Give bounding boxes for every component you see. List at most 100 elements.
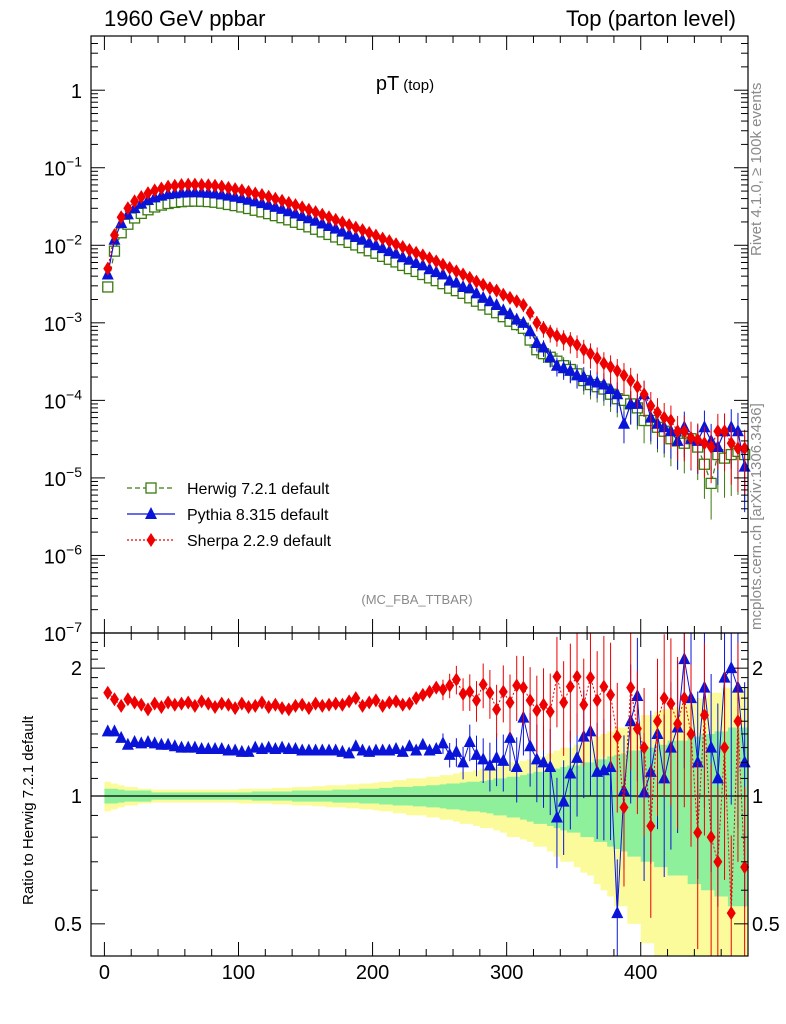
sherpa-point [244,184,254,199]
sherpa-ratio-point [458,686,468,701]
ratio-y-tick-label: 2 [71,658,82,680]
pythia-point [322,219,335,232]
sherpa-point [391,237,401,252]
sherpa-point [163,179,173,194]
sherpa-ratio-point [639,740,649,755]
pythia-ratio-point [450,744,463,757]
sherpa-point [646,398,656,413]
herwig-point [108,245,121,257]
sherpa-point [123,201,133,216]
pythia-ratio-point [530,752,543,765]
sherpa-point [626,373,636,388]
sherpa-point [103,261,113,276]
pythia-ratio-point [705,740,718,753]
sherpa-ratio-point [505,695,515,710]
sherpa-ratio-point [471,693,481,708]
x-tick-label: 400 [624,962,657,984]
pythia-point [276,201,289,214]
sherpa-point [726,436,736,451]
sherpa-point [465,270,475,285]
sherpa-ratio-point [693,825,703,840]
pythia-point [604,382,617,395]
y-tick-label: 10−7 [44,619,82,646]
pythia-ratio-point [537,755,550,768]
sherpa-point [545,325,555,340]
sherpa-point [337,215,347,230]
sherpa-ratio-point [103,685,113,700]
sherpa-ratio-point [177,696,187,711]
pythia-point [376,241,389,254]
sherpa-point [116,210,126,225]
sherpa-point [217,179,227,194]
sherpa-point [592,351,602,366]
pythia-ratio-point [396,744,409,757]
ratio-y-tick-label-right: 2 [752,658,763,680]
pythia-point [450,275,463,288]
pythia-point [591,375,604,388]
sherpa-point [612,363,622,378]
sherpa-point [572,337,582,352]
sherpa-point [290,198,300,213]
pythia-ratio-point [725,661,738,674]
pythia-ratio-point [416,737,429,750]
sherpa-ratio-point [150,696,160,711]
sherpa-ratio-point [156,700,166,715]
pythia-ratio-point [390,742,403,755]
sherpa-ratio-point [451,672,461,687]
sherpa-ratio-point [498,684,508,699]
sherpa-ratio-point [706,830,716,845]
legend-label-sherpa: Sherpa 2.2.9 default [187,533,332,550]
sherpa-point [156,181,166,196]
sherpa-ratio-point [666,696,676,711]
sherpa-point [659,410,669,425]
sherpa-ratio-point [740,860,750,875]
sherpa-point [673,424,683,439]
pythia-point [369,238,382,251]
sherpa-ratio-point [331,696,341,711]
sherpa-ratio-point [518,680,528,695]
sherpa-point [311,205,321,220]
sherpa-point [706,440,716,455]
mcplots-reference-label: mcplots.cern.ch [arXiv:1306.3436] [748,403,765,630]
pythia-point [410,256,423,269]
pythia-ratio-point [510,760,523,773]
sherpa-point [411,245,421,260]
sherpa-ratio-point [351,691,361,706]
sherpa-point [559,331,569,346]
sherpa-point [170,178,180,193]
sherpa-point [498,287,508,302]
pythia-point [497,303,510,316]
ratio-uncertainty-band-inner [104,727,749,907]
pythia-point [302,211,315,224]
pythia-ratio-point [544,760,557,773]
sherpa-ratio-point [512,678,522,693]
sherpa-point [492,283,502,298]
sherpa-point [203,178,213,193]
herwig-point [102,281,114,293]
ratio-uncertainty-band-outer [104,687,749,956]
sherpa-ratio-point [619,800,629,815]
pythia-ratio-point [691,755,704,768]
sherpa-point [471,274,481,289]
sherpa-ratio-point [492,702,502,717]
sherpa-ratio-point [485,685,495,700]
sherpa-ratio-point [585,670,595,685]
sherpa-ratio-point [378,698,388,713]
pythia-ratio-point [108,724,121,737]
sherpa-ratio-point [324,697,334,712]
sherpa-point [666,413,676,428]
pythia-ratio-point [430,742,443,755]
sherpa-point [324,210,334,225]
sherpa-ratio-point [612,729,622,744]
sherpa-point [190,177,200,192]
sherpa-point [438,257,448,272]
sherpa-point [150,183,160,198]
pythia-ratio-point [483,758,496,771]
pythia-point [390,246,403,259]
pythia-point [463,281,476,294]
sherpa-ratio-point [686,726,696,741]
sherpa-ratio-point [713,854,723,869]
analysis-watermark: (MC_FBA_TTBAR) [361,592,472,607]
sherpa-point [699,436,709,451]
y-tick-label: 10−1 [44,154,82,181]
